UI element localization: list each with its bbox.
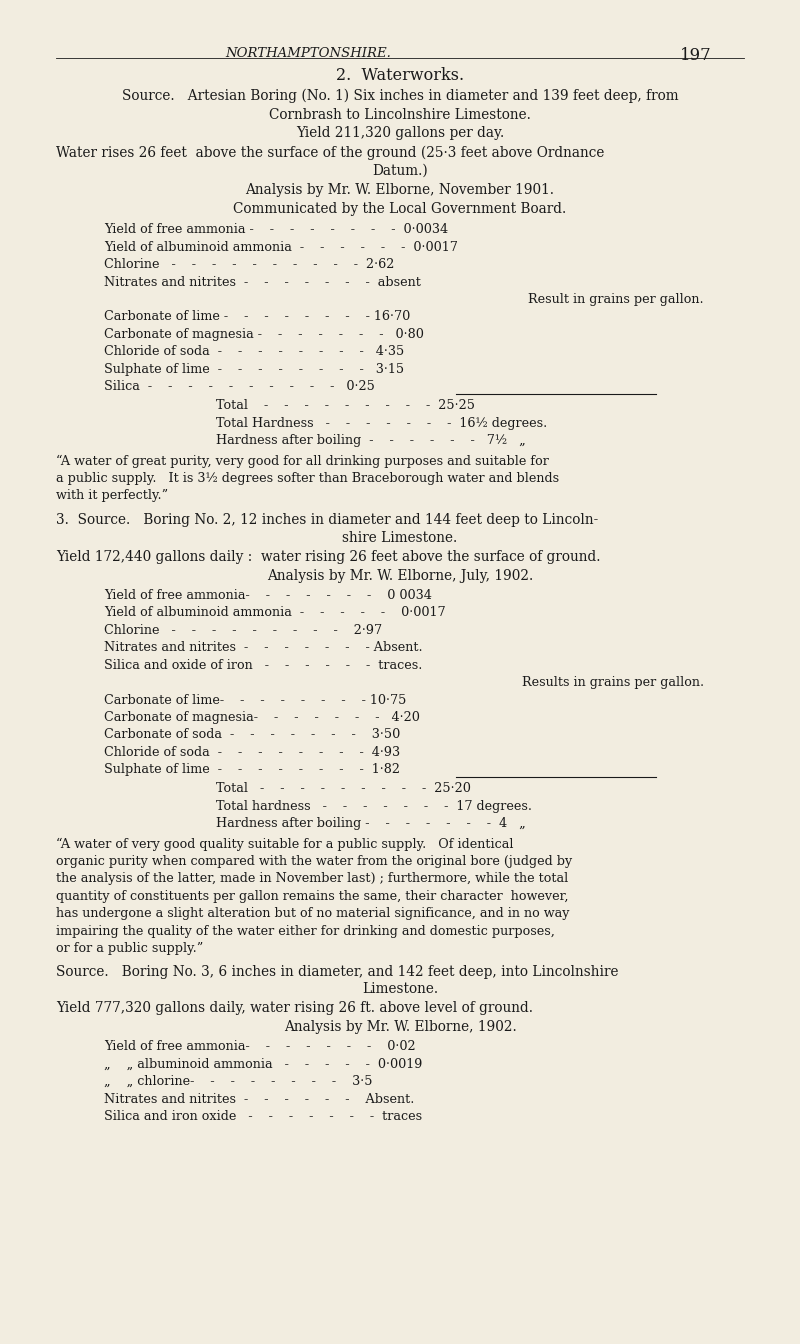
Text: Hardness after boiling -    -    -    -    -    -    -  4   „: Hardness after boiling - - - - - - - 4 „ bbox=[216, 817, 526, 831]
Text: Yield of free ammonia-    -    -    -    -    -    -    0 0034: Yield of free ammonia- - - - - - - 0 003… bbox=[104, 589, 432, 602]
Text: Total    -    -    -    -    -    -    -    -    -  25·25: Total - - - - - - - - - 25·25 bbox=[216, 399, 475, 413]
Text: Yield of free ammonia-    -    -    -    -    -    -    0·02: Yield of free ammonia- - - - - - - 0·02 bbox=[104, 1040, 416, 1054]
Text: Yield 211,320 gallons per day.: Yield 211,320 gallons per day. bbox=[296, 126, 504, 140]
Text: Carbonate of lime -    -    -    -    -    -    -    - 16·70: Carbonate of lime - - - - - - - - 16·70 bbox=[104, 310, 410, 324]
Text: Carbonate of lime-    -    -    -    -    -    -    - 10·75: Carbonate of lime- - - - - - - - 10·75 bbox=[104, 694, 406, 707]
Text: Chloride of soda  -    -    -    -    -    -    -    -   4·35: Chloride of soda - - - - - - - - 4·35 bbox=[104, 345, 404, 359]
Text: Silica  -    -    -    -    -    -    -    -    -    -   0·25: Silica - - - - - - - - - - 0·25 bbox=[104, 380, 375, 394]
Text: Hardness after boiling  -    -    -    -    -    -   7½   „: Hardness after boiling - - - - - - 7½ „ bbox=[216, 434, 526, 448]
Text: Source.   Boring No. 3, 6 inches in diameter, and 142 feet deep, into Lincolnshi: Source. Boring No. 3, 6 inches in diamet… bbox=[56, 965, 618, 978]
Text: “A water of great purity, very good for all drinking purposes and suitable for: “A water of great purity, very good for … bbox=[56, 454, 549, 468]
Text: a public supply.   It is 3½ degrees softer than Braceborough water and blends: a public supply. It is 3½ degrees softer… bbox=[56, 472, 559, 485]
Text: impairing the quality of the water either for drinking and domestic purposes,: impairing the quality of the water eithe… bbox=[56, 925, 555, 938]
Text: has undergone a slight alteration but of no material significance, and in no way: has undergone a slight alteration but of… bbox=[56, 907, 570, 921]
Text: Source.   Artesian Boring (No. 1) Six inches in diameter and 139 feet deep, from: Source. Artesian Boring (No. 1) Six inch… bbox=[122, 89, 678, 103]
Text: Analysis by Mr. W. Elborne, 1902.: Analysis by Mr. W. Elborne, 1902. bbox=[284, 1020, 516, 1034]
Text: Yield 777,320 gallons daily, water rising 26 ft. above level of ground.: Yield 777,320 gallons daily, water risin… bbox=[56, 1001, 533, 1015]
Text: Yield of albuminoid ammonia  -    -    -    -    -    0·0017: Yield of albuminoid ammonia - - - - - 0·… bbox=[104, 606, 446, 620]
Text: „    „ chlorine-    -    -    -    -    -    -    -    3·5: „ „ chlorine- - - - - - - - 3·5 bbox=[104, 1075, 373, 1089]
Text: Chlorine   -    -    -    -    -    -    -    -    -    -  2·62: Chlorine - - - - - - - - - - 2·62 bbox=[104, 258, 394, 271]
Text: Limestone.: Limestone. bbox=[362, 982, 438, 996]
Text: Datum.): Datum.) bbox=[372, 164, 428, 177]
Text: Total   -    -    -    -    -    -    -    -    -  25·20: Total - - - - - - - - - 25·20 bbox=[216, 782, 471, 796]
Text: with it perfectly.”: with it perfectly.” bbox=[56, 489, 168, 503]
Text: Total Hardness   -    -    -    -    -    -    -  16½ degrees.: Total Hardness - - - - - - - 16½ degrees… bbox=[216, 417, 547, 430]
Text: Result in grains per gallon.: Result in grains per gallon. bbox=[528, 293, 704, 306]
Text: 2.  Waterworks.: 2. Waterworks. bbox=[336, 67, 464, 85]
Text: 3.  Source.   Boring No. 2, 12 inches in diameter and 144 feet deep to Lincoln-: 3. Source. Boring No. 2, 12 inches in di… bbox=[56, 513, 598, 527]
Text: 197: 197 bbox=[680, 47, 712, 65]
Text: Yield 172,440 gallons daily :  water rising 26 feet above the surface of ground.: Yield 172,440 gallons daily : water risi… bbox=[56, 550, 601, 563]
Text: Chlorine   -    -    -    -    -    -    -    -    -    2·97: Chlorine - - - - - - - - - 2·97 bbox=[104, 624, 382, 637]
Text: Nitrates and nitrites  -    -    -    -    -    -    -  absent: Nitrates and nitrites - - - - - - - abse… bbox=[104, 276, 421, 289]
Text: Nitrates and nitrites  -    -    -    -    -    -    - Absent.: Nitrates and nitrites - - - - - - - Abse… bbox=[104, 641, 422, 655]
Text: the analysis of the latter, made in November last) ; furthermore, while the tota: the analysis of the latter, made in Nove… bbox=[56, 872, 568, 886]
Text: Cornbrash to Lincolnshire Limestone.: Cornbrash to Lincolnshire Limestone. bbox=[269, 108, 531, 121]
Text: Chloride of soda  -    -    -    -    -    -    -    -  4·93: Chloride of soda - - - - - - - - 4·93 bbox=[104, 746, 400, 759]
Text: Communicated by the Local Government Board.: Communicated by the Local Government Boa… bbox=[234, 202, 566, 215]
Text: Sulphate of lime  -    -    -    -    -    -    -    -  1·82: Sulphate of lime - - - - - - - - 1·82 bbox=[104, 763, 400, 777]
Text: Total hardness   -    -    -    -    -    -    -  17 degrees.: Total hardness - - - - - - - 17 degrees. bbox=[216, 800, 532, 813]
Text: Yield of albuminoid ammonia  -    -    -    -    -    -  0·0017: Yield of albuminoid ammonia - - - - - - … bbox=[104, 241, 458, 254]
Text: “A water of very good quality suitable for a public supply.   Of identical: “A water of very good quality suitable f… bbox=[56, 837, 514, 851]
Text: Carbonate of magnesia-    -    -    -    -    -    -   4·20: Carbonate of magnesia- - - - - - - 4·20 bbox=[104, 711, 420, 724]
Text: quantity of constituents per gallon remains the same, their character  however,: quantity of constituents per gallon rema… bbox=[56, 890, 569, 903]
Text: Yield of free ammonia -    -    -    -    -    -    -    -  0·0034: Yield of free ammonia - - - - - - - - 0·… bbox=[104, 223, 448, 237]
Text: shire Limestone.: shire Limestone. bbox=[342, 531, 458, 544]
Text: Water rises 26 feet  above the surface of the ground (25·3 feet above Ordnance: Water rises 26 feet above the surface of… bbox=[56, 145, 604, 160]
Text: organic purity when compared with the water from the original bore (judged by: organic purity when compared with the wa… bbox=[56, 855, 572, 868]
Text: Analysis by Mr. W. Elborne, November 1901.: Analysis by Mr. W. Elborne, November 190… bbox=[246, 183, 554, 196]
Text: Analysis by Mr. W. Elborne, July, 1902.: Analysis by Mr. W. Elborne, July, 1902. bbox=[267, 569, 533, 582]
Text: NORTHAMPTONSHIRE.: NORTHAMPTONSHIRE. bbox=[225, 47, 391, 60]
Text: Nitrates and nitrites  -    -    -    -    -    -    Absent.: Nitrates and nitrites - - - - - - Absent… bbox=[104, 1093, 414, 1106]
Text: Silica and iron oxide   -    -    -    -    -    -    -  traces: Silica and iron oxide - - - - - - - trac… bbox=[104, 1110, 422, 1124]
Text: Sulphate of lime  -    -    -    -    -    -    -    -   3·15: Sulphate of lime - - - - - - - - 3·15 bbox=[104, 363, 404, 376]
Text: Results in grains per gallon.: Results in grains per gallon. bbox=[522, 676, 704, 689]
Text: Carbonate of magnesia -    -    -    -    -    -    -   0·80: Carbonate of magnesia - - - - - - - 0·80 bbox=[104, 328, 424, 341]
Text: Carbonate of soda  -    -    -    -    -    -    -    3·50: Carbonate of soda - - - - - - - 3·50 bbox=[104, 728, 400, 742]
Text: „    „ albuminoid ammonia   -    -    -    -    -  0·0019: „ „ albuminoid ammonia - - - - - 0·0019 bbox=[104, 1058, 422, 1071]
Text: or for a public supply.”: or for a public supply.” bbox=[56, 942, 203, 956]
Text: Silica and oxide of iron   -    -    -    -    -    -  traces.: Silica and oxide of iron - - - - - - tra… bbox=[104, 659, 422, 672]
